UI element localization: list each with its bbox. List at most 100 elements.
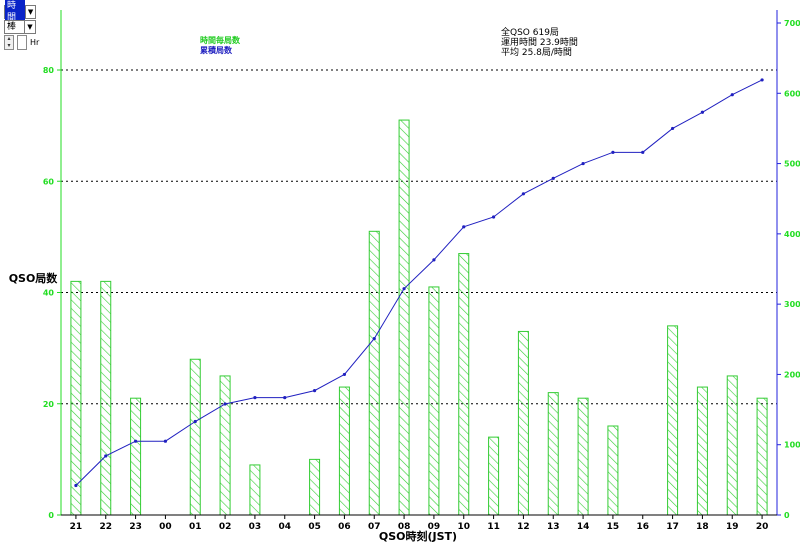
left-tick-label: 60: [43, 177, 55, 186]
hourly-bar: [517, 330, 529, 516]
spin-buttons[interactable]: ▴ ▾: [4, 35, 14, 50]
x-tick-label: 18: [696, 522, 709, 532]
x-tick-label: 06: [338, 522, 351, 532]
style-select-value: 棒: [7, 22, 17, 32]
x-tick-label: 17: [666, 522, 679, 532]
y-axis-title: QSO局数: [9, 271, 59, 285]
x-tick-label: 04: [278, 522, 291, 532]
cumulative-line: [74, 78, 764, 488]
right-tick-label: 200: [784, 370, 800, 379]
hourly-bar: [309, 458, 321, 516]
cumulative-point: [551, 176, 555, 180]
cumulative-point: [163, 439, 168, 443]
summary-hours: 運用時間 23.9時間: [501, 37, 578, 48]
cumulative-point: [74, 483, 78, 488]
hourly-bar: [219, 375, 231, 516]
hourly-bars: [70, 119, 768, 516]
cumulative-point: [283, 396, 287, 400]
spin-value-field[interactable]: [17, 35, 27, 50]
x-tick-label: 14: [577, 522, 590, 532]
cumulative-point: [581, 161, 585, 166]
left-tick-label: 40: [43, 289, 55, 298]
hourly-bar: [726, 375, 738, 516]
hour-spinner[interactable]: ▴ ▾ Hr: [4, 35, 39, 50]
x-tick-label: 10: [457, 522, 470, 532]
cumulative-polyline: [75, 79, 763, 486]
spin-unit-label: Hr: [30, 38, 40, 47]
x-tick-label: 19: [726, 522, 739, 532]
cumulative-point: [372, 336, 376, 341]
hourly-bar: [607, 425, 619, 516]
style-select[interactable]: 棒 ▼: [4, 20, 36, 34]
hourly-bar: [458, 253, 470, 516]
x-tick-label: 21: [70, 522, 83, 532]
x-axis-title: QSO時刻(JST): [379, 529, 457, 543]
summary-average: 平均 25.8局/時間: [501, 46, 572, 58]
x-tick-label: 08: [398, 522, 411, 532]
cumulative-point: [700, 110, 705, 114]
x-tick-label: 22: [99, 522, 112, 532]
x-tick-label: 11: [487, 522, 500, 532]
cumulative-point: [193, 419, 197, 424]
cumulative-point: [342, 372, 347, 377]
cumulative-point: [223, 402, 227, 406]
cumulative-point: [133, 439, 138, 443]
right-tick-label: 300: [784, 300, 800, 309]
axes: [57, 10, 781, 519]
hourly-bar: [189, 358, 201, 516]
left-tick-label: 20: [43, 400, 55, 409]
x-tick-label: 02: [219, 522, 232, 532]
cumulative-point: [253, 396, 257, 400]
legend-hourly: 時間毎局数: [200, 35, 241, 45]
left-tick-label: 80: [43, 66, 55, 75]
x-tick-label: 13: [547, 522, 560, 532]
cumulative-point: [402, 287, 406, 291]
hourly-bar: [249, 464, 261, 516]
x-tick-label: 05: [308, 522, 321, 532]
cumulative-point: [491, 215, 496, 219]
hourly-bar: [667, 325, 679, 516]
hourly-bar: [130, 397, 142, 516]
cumulative-point: [760, 78, 764, 82]
cumulative-point: [312, 388, 317, 393]
kind-select-value: 時間: [5, 0, 26, 24]
hourly-bar: [428, 286, 440, 516]
right-tick-label: 400: [784, 230, 800, 239]
hourly-bar: [398, 119, 410, 516]
legend-cumulative: 累積局数: [200, 45, 233, 55]
hourly-bar: [577, 397, 589, 516]
summary-total: 全QSO 619局: [501, 26, 559, 38]
x-tick-label: 15: [607, 522, 620, 532]
right-tick-label: 0: [784, 511, 790, 520]
right-tick-label: 600: [784, 89, 800, 98]
grid-lines: [61, 69, 777, 405]
hourly-bar: [756, 397, 768, 516]
cumulative-point: [641, 150, 645, 154]
spin-down-icon[interactable]: ▾: [7, 41, 11, 49]
x-tick-label: 00: [159, 522, 172, 532]
cumulative-point: [462, 225, 466, 229]
spin-up-icon[interactable]: ▴: [7, 35, 11, 42]
cumulative-point: [730, 93, 734, 97]
chevron-down-icon: ▼: [24, 21, 35, 33]
hourly-bar: [70, 280, 82, 516]
left-tick-label: 0: [48, 511, 54, 520]
hourly-bar: [696, 386, 708, 516]
x-tick-label: 09: [428, 522, 441, 532]
right-tick-label: 700: [784, 19, 800, 28]
x-tick-label: 01: [189, 522, 202, 532]
x-tick-label: 03: [249, 522, 262, 532]
x-tick-label: 20: [756, 522, 769, 532]
chevron-down-icon: ▼: [25, 6, 35, 18]
right-tick-label: 500: [784, 160, 800, 169]
cumulative-point: [611, 150, 615, 154]
kind-select[interactable]: 時間 ▼: [4, 0, 36, 24]
cumulative-point: [670, 126, 675, 131]
hourly-bar: [547, 392, 559, 516]
x-tick-label: 16: [636, 522, 649, 532]
x-tick-label: 12: [517, 522, 530, 532]
x-tick-label: 07: [368, 522, 381, 532]
right-tick-label: 100: [784, 441, 800, 450]
